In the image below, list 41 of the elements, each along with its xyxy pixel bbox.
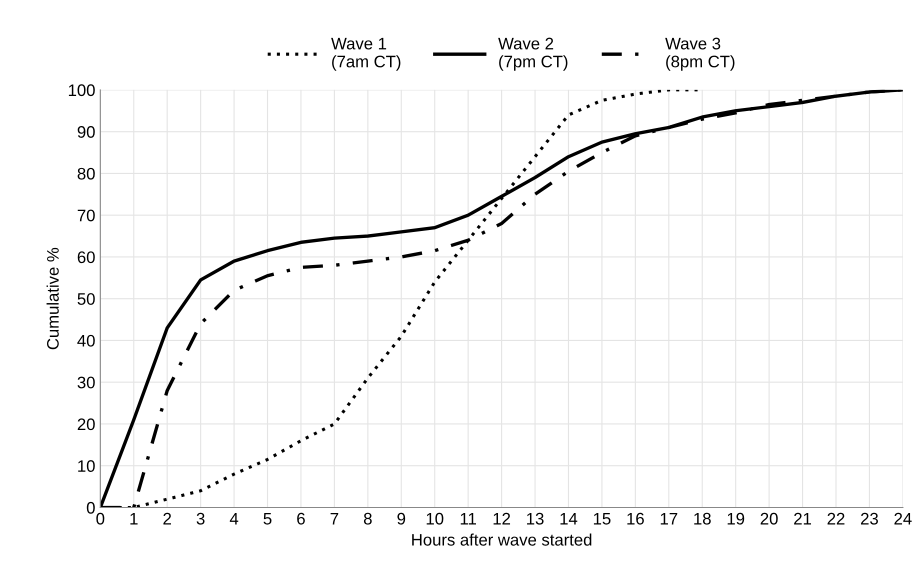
x-tick-label: 10 [426,512,444,525]
y-tick-label: 70 [78,210,95,222]
legend-label: Wave 2 (7pm CT) [498,38,568,71]
y-tick-label: 0 [86,502,95,514]
x-tick-label: 13 [527,512,544,525]
x-tick-label: 7 [330,512,338,524]
x-tick-label: 24 [894,512,912,524]
y-tick-label: 30 [78,376,95,388]
x-tick-label: 21 [794,512,812,524]
x-tick-label: 0 [96,512,104,525]
x-tick-label: 5 [264,512,272,525]
x-tick-label: 1 [130,512,138,524]
x-tick-label: 2 [163,512,171,524]
y-tick-label: 90 [78,126,95,138]
y-tick-label: 40 [77,334,95,347]
x-tick-label: 19 [728,512,744,525]
x-tick-label: 14 [560,512,578,524]
x-tick-label: 15 [594,512,610,525]
y-tick-label: 50 [78,293,95,305]
x-tick-label: 6 [297,512,305,525]
x-tick-label: 17 [660,512,678,524]
x-tick-label: 18 [694,512,711,525]
x-tick-label: 16 [627,512,644,525]
legend-label: Wave 3 (8pm CT) [665,38,734,71]
y-tick-label: 10 [78,460,95,472]
x-tick-label: 3 [196,512,205,525]
x-axis-title: Hours after wave started [412,533,592,546]
x-tick-label: 20 [760,512,778,525]
y-tick-label: 60 [78,251,95,264]
y-tick-label: 100 [68,84,95,96]
x-tick-label: 22 [828,512,844,524]
x-tick-label: 8 [364,512,372,525]
x-tick-label: 23 [861,512,878,525]
y-tick-label: 80 [78,168,95,180]
y-axis-title: Cumulative % [46,248,59,350]
x-tick-label: 11 [460,512,476,524]
y-tick-label: 20 [78,418,95,430]
x-tick-label: 4 [230,512,238,524]
x-tick-label: 12 [494,512,510,524]
legend-label: Wave 1 (7am CT) [331,38,400,71]
x-tick-label: 9 [397,512,406,525]
